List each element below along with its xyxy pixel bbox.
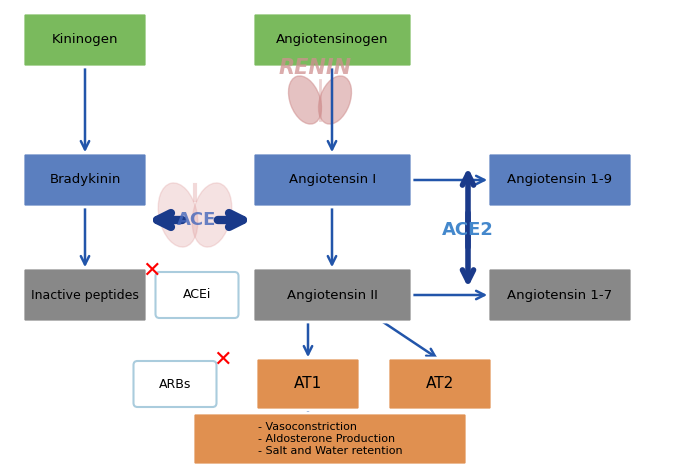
- FancyBboxPatch shape: [23, 13, 147, 67]
- FancyBboxPatch shape: [253, 13, 412, 67]
- Text: Angiotensin II: Angiotensin II: [287, 289, 378, 302]
- Ellipse shape: [288, 76, 321, 124]
- FancyBboxPatch shape: [155, 272, 238, 318]
- FancyBboxPatch shape: [488, 268, 632, 322]
- FancyBboxPatch shape: [134, 361, 216, 407]
- FancyBboxPatch shape: [388, 358, 492, 410]
- Text: ACE: ACE: [177, 211, 216, 229]
- Text: Bradykinin: Bradykinin: [49, 174, 121, 186]
- Ellipse shape: [158, 183, 198, 247]
- Text: Kininogen: Kininogen: [52, 34, 119, 47]
- FancyBboxPatch shape: [23, 268, 147, 322]
- Text: ACE2: ACE2: [442, 221, 494, 239]
- Text: Angiotensin I: Angiotensin I: [289, 174, 376, 186]
- Text: ✕: ✕: [213, 350, 232, 370]
- FancyBboxPatch shape: [488, 153, 632, 207]
- Text: Angiotensin 1-9: Angiotensin 1-9: [508, 174, 612, 186]
- Text: ACEi: ACEi: [183, 289, 211, 302]
- Ellipse shape: [192, 183, 232, 247]
- Text: - Vasoconstriction
- Aldosterone Production
- Salt and Water retention: - Vasoconstriction - Aldosterone Product…: [258, 422, 402, 456]
- Ellipse shape: [319, 76, 351, 124]
- FancyBboxPatch shape: [256, 358, 360, 410]
- Text: AT1: AT1: [294, 376, 322, 391]
- Text: Angiotensin 1-7: Angiotensin 1-7: [508, 289, 612, 302]
- Text: Angiotensinogen: Angiotensinogen: [276, 34, 389, 47]
- Text: Inactive peptides: Inactive peptides: [31, 289, 139, 302]
- FancyBboxPatch shape: [193, 413, 467, 465]
- Text: AT2: AT2: [426, 376, 454, 391]
- FancyBboxPatch shape: [23, 153, 147, 207]
- Text: RENIN: RENIN: [278, 58, 351, 78]
- FancyBboxPatch shape: [253, 153, 412, 207]
- Text: ✕: ✕: [142, 261, 161, 281]
- FancyBboxPatch shape: [253, 268, 412, 322]
- Text: ARBs: ARBs: [159, 377, 191, 390]
